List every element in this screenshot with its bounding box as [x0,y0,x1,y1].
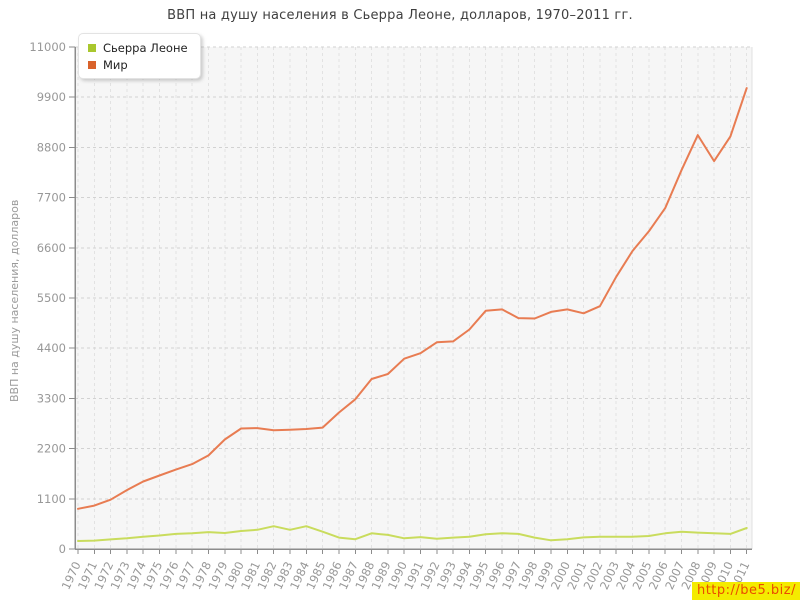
legend-label-world: Мир [103,57,128,72]
legend: Сьерра Леоне Мир [78,33,201,79]
y-tick-label: 5500 [37,291,66,305]
sierra-leone-swatch-icon [88,43,96,52]
y-axis-title: ВВП на душу населения, долларов [8,199,21,402]
y-tick-label: 11000 [29,40,66,54]
legend-item-world: Мир [88,56,188,73]
legend-item-sierra-leone: Сьерра Леоне [88,39,188,56]
y-tick-label: 0 [59,542,66,556]
legend-label-sierra-leone: Сьерра Леоне [103,40,188,55]
y-tick-label: 3300 [37,391,66,405]
y-tick-label: 9900 [37,90,66,104]
y-tick-label: 6600 [37,241,66,255]
world-swatch-icon [88,60,96,69]
sierra-leone-line [77,525,748,542]
y-tick-label: 4400 [37,341,66,355]
watermark-link[interactable]: http://be5.biz/ [691,582,800,600]
y-tick-label: 7700 [37,191,66,205]
world-line [77,87,748,510]
y-tick-label: 1100 [37,492,66,506]
y-tick-label: 2200 [37,442,66,456]
y-tick-label: 8800 [37,140,66,154]
chart-title: ВВП на душу населения в Сьерра Леоне, до… [167,8,633,23]
